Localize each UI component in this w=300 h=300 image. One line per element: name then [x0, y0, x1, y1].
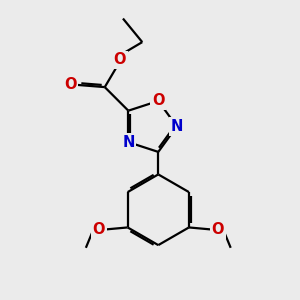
Text: O: O — [64, 77, 77, 92]
Text: N: N — [122, 135, 134, 150]
Text: O: O — [92, 222, 105, 237]
Text: O: O — [152, 94, 164, 109]
Text: N: N — [171, 119, 183, 134]
Text: O: O — [212, 222, 224, 237]
Text: O: O — [113, 52, 126, 67]
